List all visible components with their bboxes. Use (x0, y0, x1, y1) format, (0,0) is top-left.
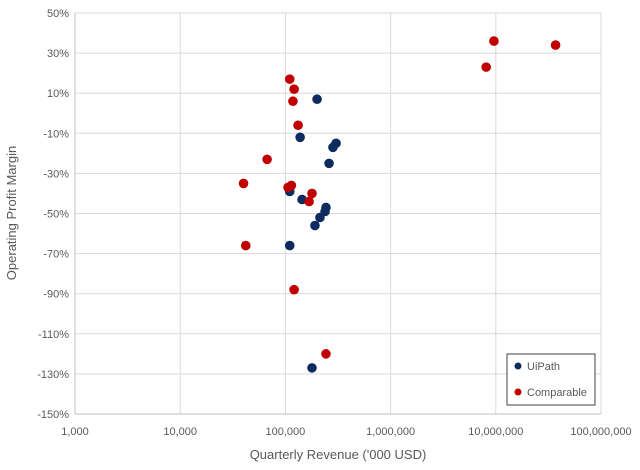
y-tick-label: -50% (43, 209, 69, 221)
x-tick-label: 100,000,000 (570, 426, 631, 438)
point-comparable (321, 349, 331, 359)
point-comparable (307, 188, 317, 199)
point-uipath (284, 240, 295, 251)
y-tick-label: -130% (37, 369, 69, 381)
grid (74, 12, 602, 415)
point-uipath (310, 220, 320, 231)
point-comparable (289, 284, 299, 295)
point-comparable (284, 74, 295, 84)
point-uipath (328, 142, 338, 153)
legend-label-comparable: Comparable (527, 387, 587, 399)
point-comparable (289, 84, 299, 94)
legend: UiPath Comparable (506, 353, 596, 406)
point-uipath (315, 212, 325, 223)
point-comparable (550, 40, 561, 50)
point-comparable (286, 180, 297, 191)
y-tick-label: 50% (47, 8, 69, 20)
point-comparable (262, 154, 272, 165)
tick-labels: 50% 30% 10% -10% -30% -50% -70% -90% -110% -130% -… (37, 8, 631, 438)
x-tick-label: 1,000,000 (366, 426, 415, 438)
legend-label-uipath: UiPath (527, 361, 560, 373)
data-points (238, 36, 561, 373)
y-tick-label: 30% (47, 48, 69, 60)
x-tick-label: 100,000 (266, 426, 306, 438)
point-uipath (324, 158, 334, 169)
point-comparable (481, 62, 491, 72)
legend-marker-comparable (514, 388, 522, 396)
x-tick-label: 10,000 (163, 426, 197, 438)
point-uipath (312, 94, 322, 105)
point-comparable (288, 96, 298, 107)
x-axis-label: Quarterly Revenue ('000 USD) (250, 447, 427, 462)
point-comparable (304, 196, 314, 207)
y-axis-label: Operating Profit Margin (4, 146, 19, 280)
y-tick-label: -90% (43, 289, 69, 301)
point-comparable (238, 178, 249, 189)
point-uipath (307, 363, 317, 373)
point-comparable (293, 120, 303, 131)
legend-marker-uipath (514, 362, 522, 370)
y-tick-label: -110% (38, 329, 69, 341)
x-tick-label: 1,000 (61, 426, 89, 438)
point-comparable (489, 36, 499, 46)
y-tick-label: -30% (43, 168, 69, 180)
y-tick-label: 10% (47, 88, 69, 100)
x-tick-label: 10,000,000 (468, 426, 523, 438)
y-tick-label: -70% (43, 249, 69, 261)
y-tick-label: -10% (43, 128, 69, 140)
y-tick-label: -150% (37, 409, 69, 421)
point-comparable (240, 240, 251, 251)
point-uipath (295, 132, 305, 143)
